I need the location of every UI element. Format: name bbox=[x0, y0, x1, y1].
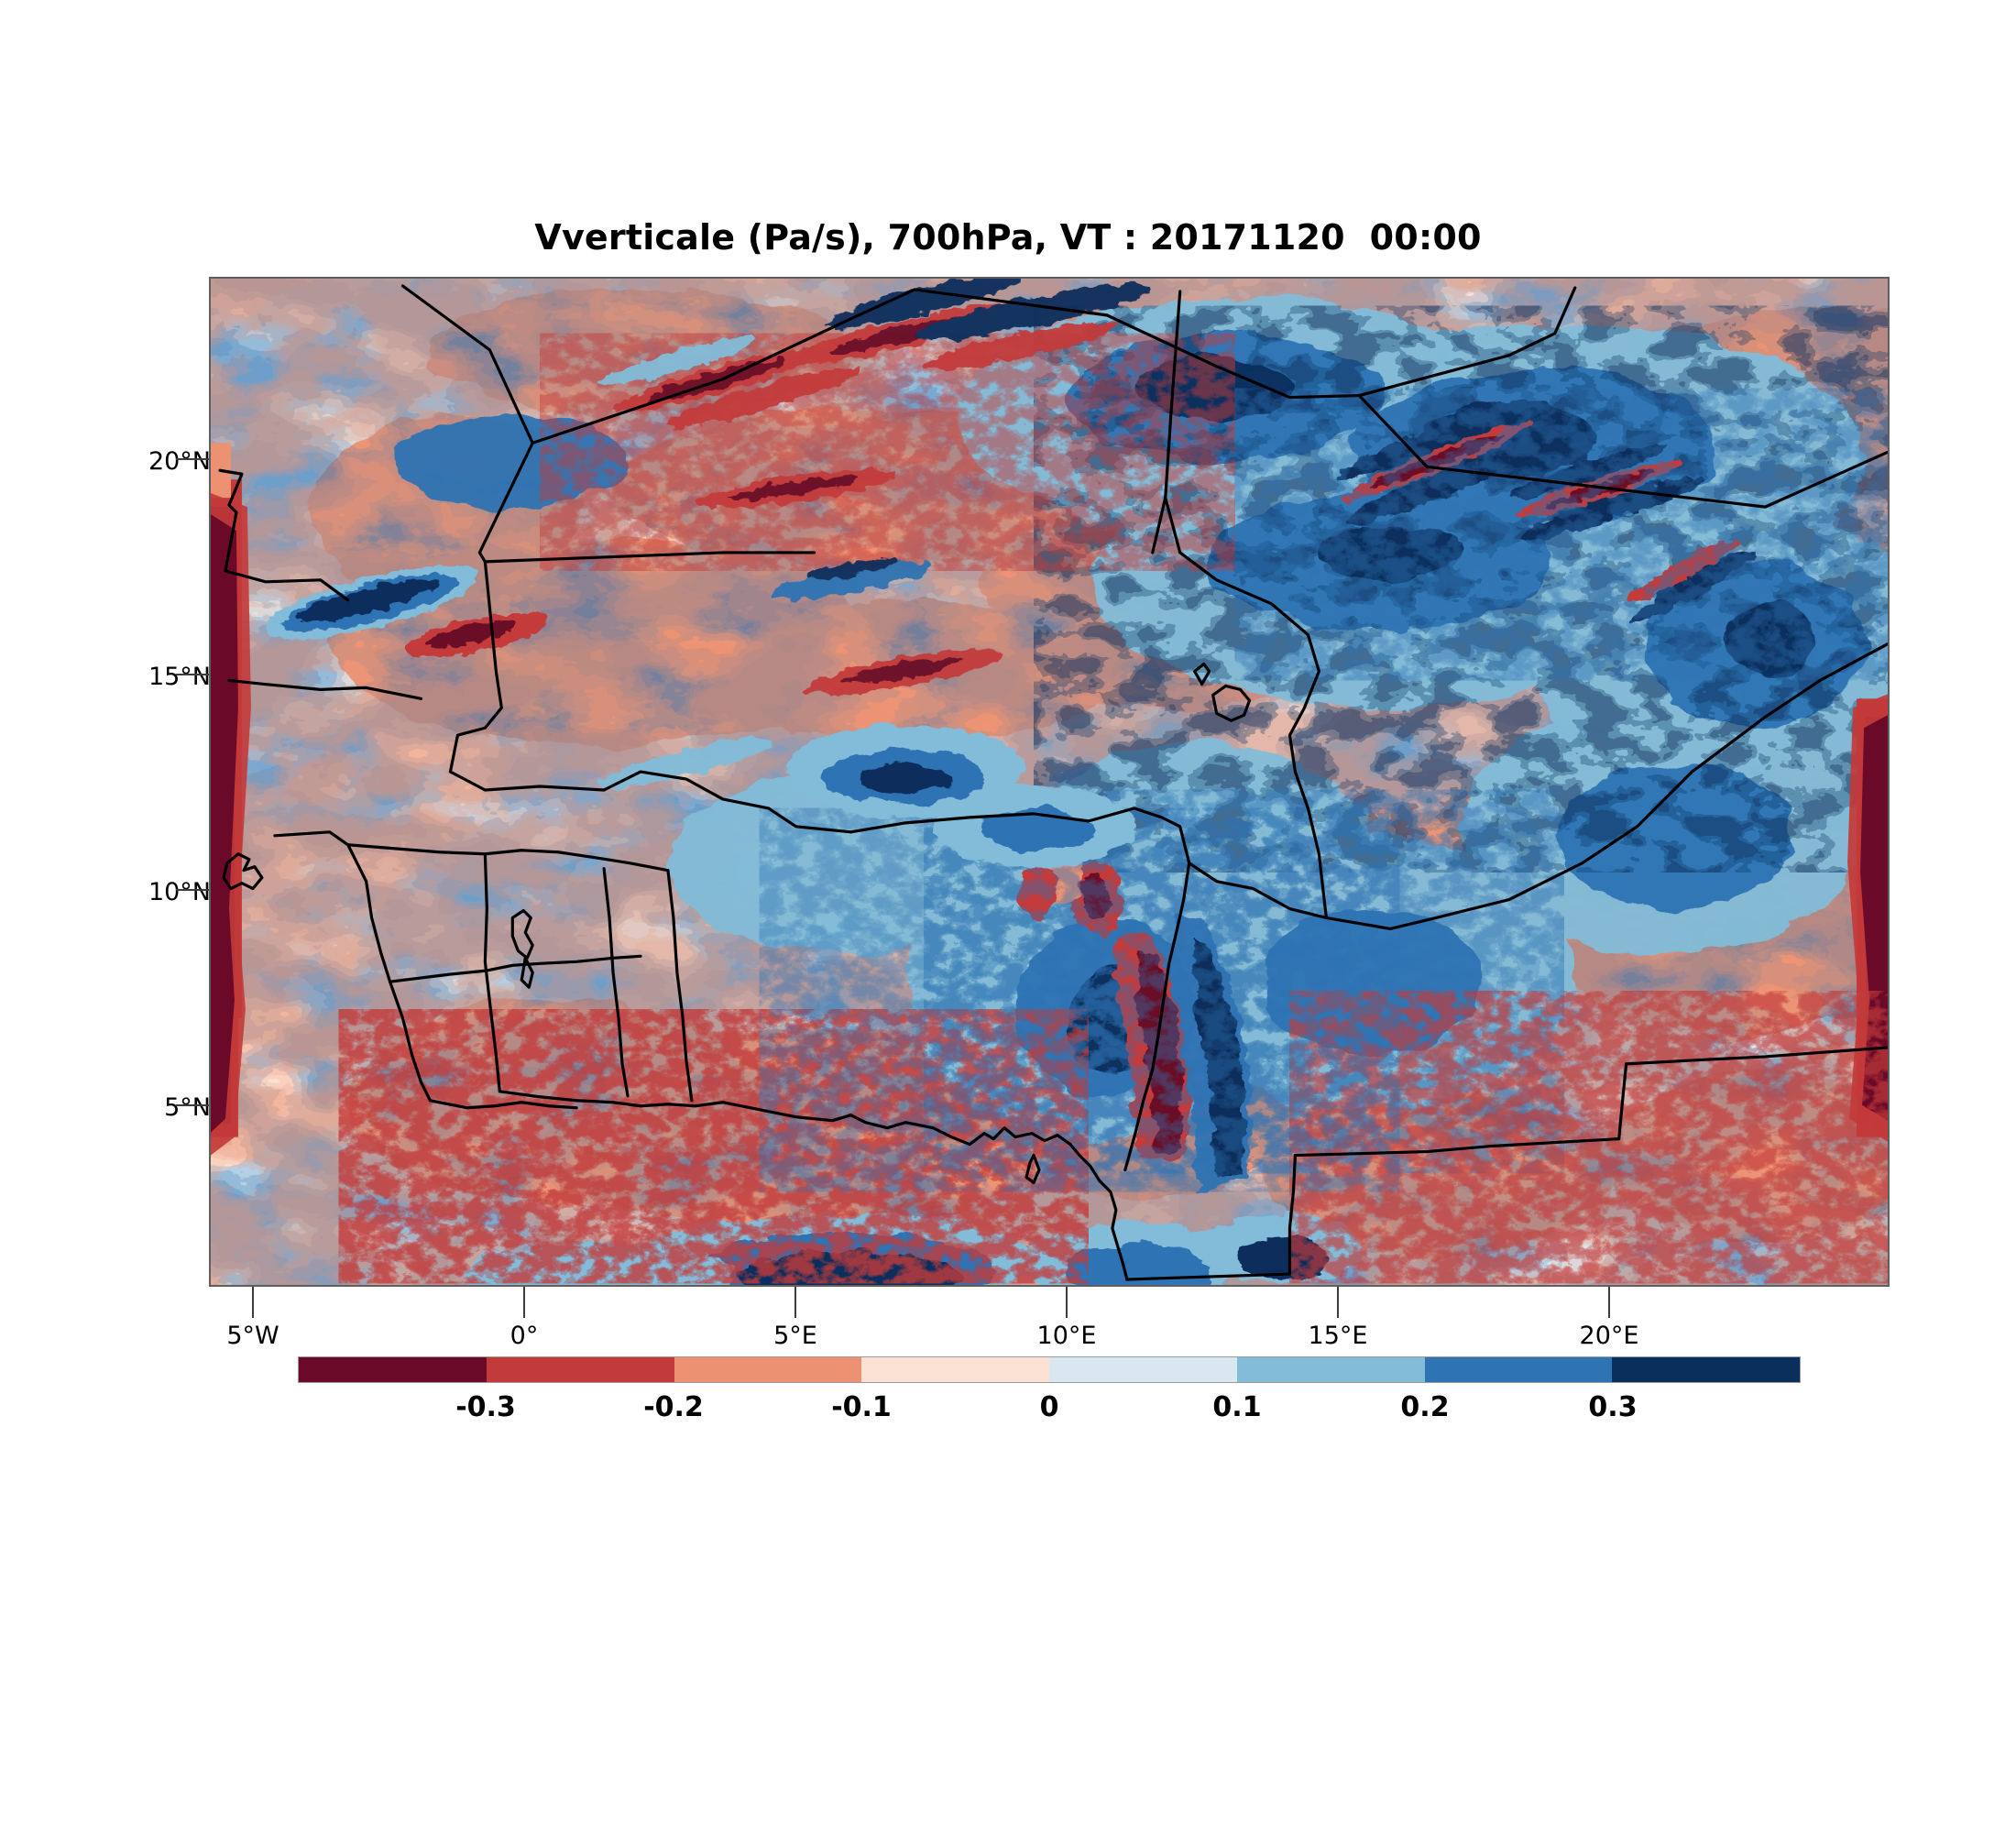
xtick-label-5e: 5°E bbox=[773, 1322, 817, 1350]
xtick-label-20e: 20°E bbox=[1579, 1322, 1639, 1350]
colorbar-tick-0.3: 0.3 bbox=[1588, 1391, 1638, 1423]
xtick-line-0 bbox=[523, 1287, 525, 1318]
colorbar-band-3 bbox=[861, 1357, 1049, 1382]
xtick-label-10e: 10°E bbox=[1036, 1322, 1097, 1350]
ytick-label-20n: 20°N bbox=[148, 447, 211, 476]
colorbar-tick-0.2: 0.2 bbox=[1400, 1391, 1450, 1423]
ytick-label-10n: 10°N bbox=[148, 878, 211, 906]
colorbar-band-1 bbox=[486, 1357, 674, 1382]
colorbar-tick--0.1: -0.1 bbox=[831, 1391, 892, 1423]
xtick-line-5e bbox=[794, 1287, 796, 1318]
ytick-line-15n bbox=[176, 674, 209, 675]
colorbar-band-6 bbox=[1424, 1357, 1613, 1382]
ytick-line-20n bbox=[176, 458, 209, 460]
xtick-label-5w: 5°W bbox=[226, 1322, 279, 1350]
ytick-line-10n bbox=[176, 889, 209, 891]
colorbar-band-7 bbox=[1612, 1357, 1800, 1382]
xtick-label-0: 0° bbox=[509, 1322, 539, 1350]
colorbar-tick--0.2: -0.2 bbox=[643, 1391, 704, 1423]
ytick-line-5n bbox=[176, 1104, 209, 1106]
ytick-label-15n: 15°N bbox=[148, 663, 211, 691]
colorbar-band-0 bbox=[299, 1357, 487, 1382]
xtick-line-15e bbox=[1337, 1287, 1339, 1318]
colorbar[interactable] bbox=[298, 1356, 1801, 1383]
xtick-label-15e: 15°E bbox=[1308, 1322, 1368, 1350]
contour-field bbox=[211, 279, 1888, 1285]
colorbar-tick-0: 0 bbox=[1039, 1391, 1059, 1423]
colorbar-band-5 bbox=[1236, 1357, 1425, 1382]
colorbar-band-2 bbox=[674, 1357, 862, 1382]
xtick-line-10e bbox=[1066, 1287, 1068, 1318]
xtick-line-20e bbox=[1608, 1287, 1610, 1318]
colorbar-tick-0.1: 0.1 bbox=[1212, 1391, 1262, 1423]
colorbar-band-4 bbox=[1049, 1357, 1237, 1382]
ytick-label-5n: 5°N bbox=[164, 1093, 211, 1122]
page-title: Vverticale (Pa/s), 700hPa, VT : 20171120… bbox=[534, 217, 1482, 258]
map-plot-area[interactable] bbox=[209, 277, 1890, 1287]
colorbar-tick--0.3: -0.3 bbox=[455, 1391, 516, 1423]
xtick-line-5w bbox=[252, 1287, 254, 1318]
